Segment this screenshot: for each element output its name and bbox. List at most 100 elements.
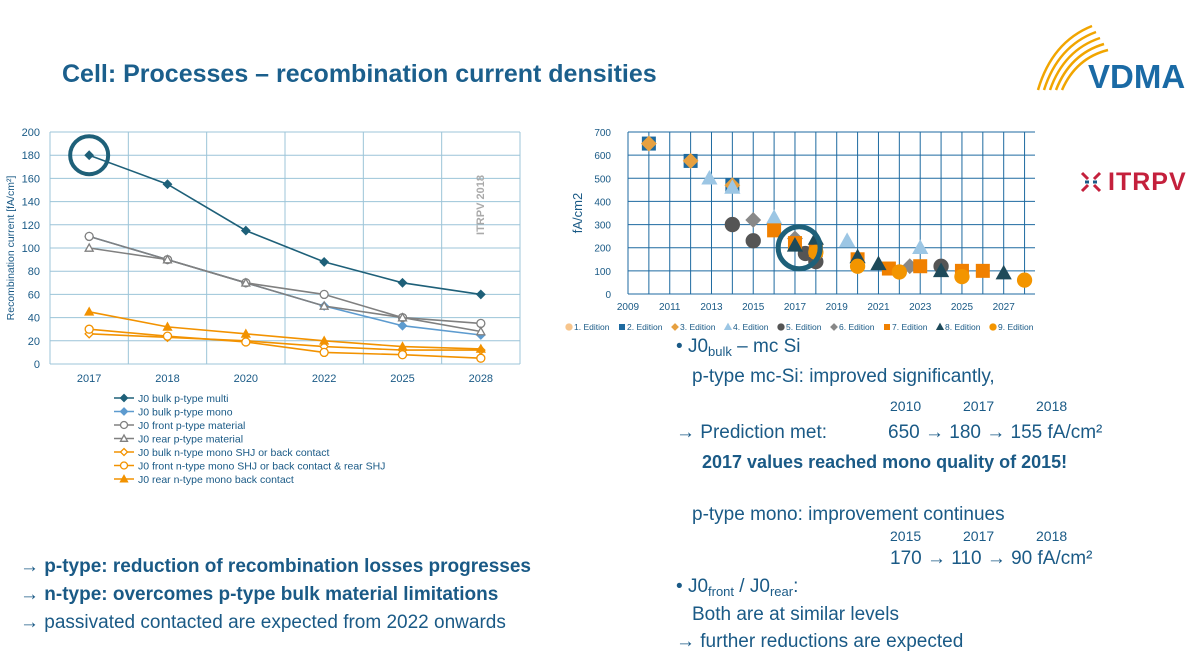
data-point xyxy=(319,289,329,300)
legend-label: J0 rear p-type material xyxy=(138,434,243,446)
y-tick-label: 200 xyxy=(594,244,611,255)
data-point xyxy=(995,264,1012,280)
bullet-j0-bulk: • J0bulk – mc Si xyxy=(676,336,801,360)
page-title: Cell: Processes – recombination current … xyxy=(62,60,657,88)
chart-watermark: ITRPV 2018 xyxy=(475,175,487,235)
y-axis-label: fA/cm2 xyxy=(570,193,585,233)
legend-label: J0 bulk p-type multi xyxy=(138,393,228,405)
data-point xyxy=(84,242,95,252)
data-point xyxy=(397,350,408,360)
y-tick-label: 140 xyxy=(22,197,40,209)
legend-label: 6. Edition xyxy=(839,322,875,332)
data-point xyxy=(475,343,486,353)
y-tick-label: 100 xyxy=(22,243,40,255)
data-point xyxy=(162,321,173,331)
data-point xyxy=(724,216,741,233)
data-point xyxy=(397,312,408,322)
series-line xyxy=(89,247,481,333)
x-tick-label: 2011 xyxy=(659,302,681,313)
data-point xyxy=(975,263,990,278)
data-point xyxy=(786,237,804,252)
data-point xyxy=(397,320,408,331)
data-point xyxy=(912,239,929,254)
legend-marker xyxy=(935,322,945,331)
y-tick-label: 160 xyxy=(22,173,40,185)
x-tick-label: 2020 xyxy=(234,373,258,385)
x-tick-label: 2019 xyxy=(826,302,849,313)
series-line xyxy=(89,333,481,351)
x-tick-label: 2018 xyxy=(155,373,179,385)
data-point xyxy=(767,223,782,238)
highlight-ring xyxy=(68,134,111,177)
highlight-statement: 2017 values reached mono quality of 2015… xyxy=(702,452,1068,472)
legend-label: 2. Edition xyxy=(627,322,663,332)
x-tick-label: 2023 xyxy=(909,302,932,313)
legend-label: J0 bulk n-type mono SHJ or back contact xyxy=(138,447,330,459)
scatter-chart-svg: 0 100 200 300 400 500 600 700 2009 2011 2013 2015 20… xyxy=(565,128,1035,332)
data-point xyxy=(954,268,970,285)
further-reductions-line: → further reductions are expected xyxy=(676,631,964,652)
similar-levels-line: Both are at similar levels xyxy=(692,604,899,625)
series-line xyxy=(88,154,481,296)
y-tick-label: 0 xyxy=(34,359,40,371)
vdma-swoosh-icon xyxy=(1036,24,1109,91)
y-tick-label: 120 xyxy=(22,220,40,232)
data-point xyxy=(240,277,251,287)
scatter-chart: 0 100 200 300 400 500 600 700 2009 2011 2013 2015 20… xyxy=(560,120,1060,350)
data-point xyxy=(240,328,251,338)
data-point xyxy=(765,209,783,224)
data-point xyxy=(319,257,330,267)
legend-marker xyxy=(119,461,129,470)
legend-marker xyxy=(830,323,838,331)
data-point xyxy=(241,337,251,347)
vdma-logo: VDMA xyxy=(1030,20,1190,100)
vdma-wordmark: VDMA xyxy=(1088,58,1186,95)
data-point xyxy=(84,150,95,161)
legend-label: 1. Edition xyxy=(574,322,610,332)
y-tick-label: 300 xyxy=(594,221,611,232)
data-point xyxy=(240,225,251,236)
data-point xyxy=(745,212,762,228)
ptype-conclusion: → p-type: reduction of recombination los… xyxy=(20,556,531,577)
y-tick-label: 0 xyxy=(605,290,611,301)
y-tick-label: 60 xyxy=(28,289,40,301)
legend-label: J0 front p-type material xyxy=(138,420,245,432)
line-chart-svg: 0 20 40 60 80 100 120 140 160 180 200 2017 2018 2020 2… xyxy=(5,127,521,486)
legend-marker xyxy=(565,323,573,331)
data-point xyxy=(397,277,408,288)
y-tick-label: 40 xyxy=(28,313,40,325)
y-tick-label: 400 xyxy=(594,197,611,208)
x-tick-label: 2028 xyxy=(469,373,493,385)
series-line xyxy=(89,311,481,350)
highlight-ring xyxy=(775,224,823,272)
x-tick-label: 2027 xyxy=(993,302,1016,313)
x-tick-label: 2013 xyxy=(700,302,723,313)
year-label: 2010 xyxy=(890,398,922,414)
legend-marker xyxy=(119,474,129,483)
y-axis-label: Recombination current [fA/cm²] xyxy=(5,176,17,321)
legend-marker xyxy=(671,323,679,331)
data-point xyxy=(701,169,718,185)
data-point xyxy=(319,300,330,310)
legend-marker xyxy=(119,420,129,430)
legend-marker xyxy=(619,324,625,330)
legend-label: J0 bulk p-type mono xyxy=(138,407,233,419)
prediction-values: 650 → 180 → 155 fA/cm² xyxy=(888,422,1103,443)
data-point xyxy=(476,353,486,363)
legend-label: J0 front n-type mono SHJ or back contact… xyxy=(138,461,385,473)
data-point xyxy=(745,233,761,249)
legend-marker xyxy=(119,447,129,457)
data-point xyxy=(84,306,95,316)
legend-marker xyxy=(723,322,733,331)
legend-marker xyxy=(119,433,129,442)
y-tick-label: 700 xyxy=(594,128,611,139)
year-label: 2015 xyxy=(890,528,922,544)
series-line xyxy=(88,235,481,325)
x-tick-label: 2022 xyxy=(312,373,336,385)
y-tick-label: 500 xyxy=(594,174,611,185)
year-label: 2017 xyxy=(963,528,995,544)
data-point xyxy=(162,254,173,264)
legend-label: 3. Edition xyxy=(680,322,716,332)
data-point xyxy=(682,153,699,169)
bullet-j0-front-rear: • J0front / J0rear: xyxy=(676,576,799,600)
